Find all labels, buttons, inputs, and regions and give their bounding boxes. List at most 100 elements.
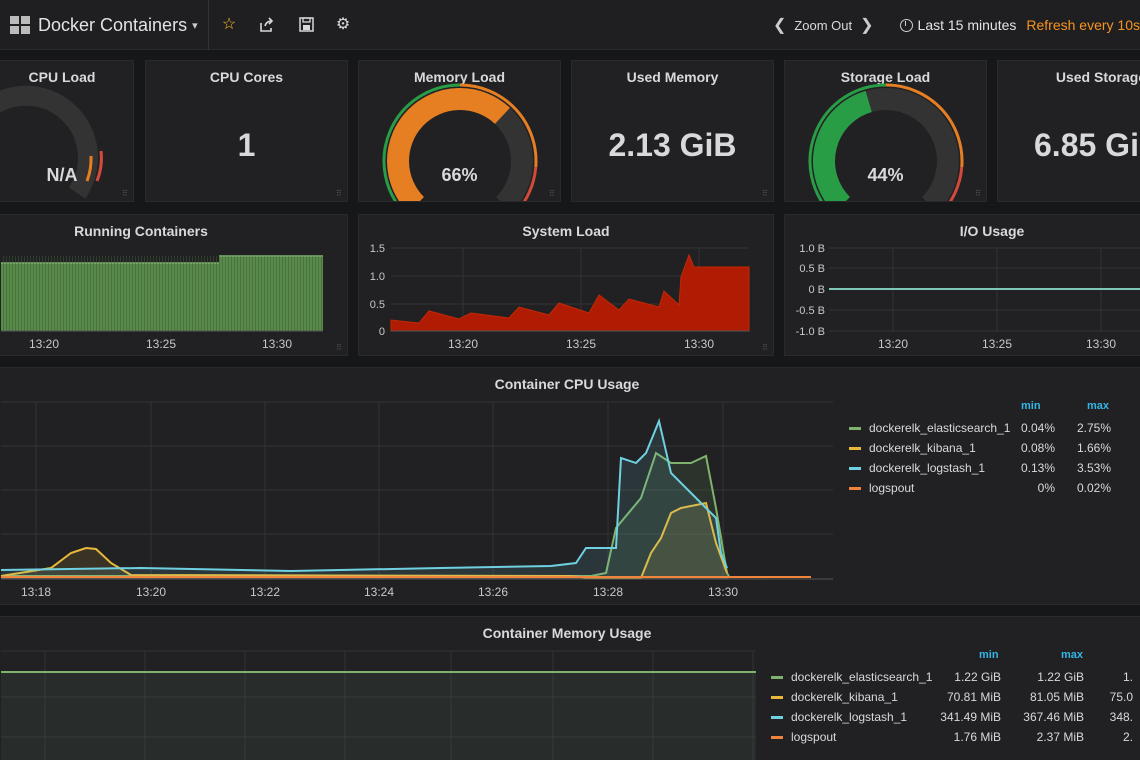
legend-series-name: dockerelk_elasticsearch_1 xyxy=(869,421,1011,435)
y-tick: 0.5 B xyxy=(799,263,825,275)
panel-title: Used Storage xyxy=(1055,69,1140,85)
dashboard-grid-icon xyxy=(10,16,30,34)
gauge-threshold-arc xyxy=(459,83,538,168)
panel-storage-load: Storage Load 44% ⠿ xyxy=(784,60,987,202)
legend-row[interactable]: dockerelk_kibana_1 0.08% 1.66% xyxy=(849,438,1140,458)
legend-max: 3.53% xyxy=(1076,461,1111,475)
resize-handle-icon[interactable]: ⠿ xyxy=(336,343,342,352)
y-tick: 0 xyxy=(379,326,385,338)
legend-min: 1.76 MiB xyxy=(953,730,1001,744)
legend-series-name: dockerelk_elasticsearch_1 xyxy=(791,670,933,684)
legend-max: 1.22 GiB xyxy=(1037,670,1084,684)
gauge-threshold-arc xyxy=(382,83,461,201)
x-tick: 13:20 xyxy=(136,585,166,599)
gauge-value-arc xyxy=(813,90,873,201)
used-storage-value: 6.85 GiB xyxy=(1034,127,1140,163)
legend-min: 0% xyxy=(1037,481,1055,495)
save-icon[interactable] xyxy=(295,14,317,36)
x-tick: 13:25 xyxy=(146,337,176,351)
legend-row[interactable]: logspout 0% 0.02% xyxy=(849,478,1140,498)
legend-row[interactable]: dockerelk_logstash_1 341.49 MiB 367.46 MiB… xyxy=(771,707,1140,727)
legend-min-header: min xyxy=(1021,400,1041,412)
refresh-interval[interactable]: Refresh every 10s xyxy=(1026,17,1140,33)
panel-container-memory-usage: Container Memory Usage min max dockerelk… xyxy=(0,616,1140,760)
resize-handle-icon[interactable]: ⠿ xyxy=(762,189,768,198)
panel-title: Container Memory Usage xyxy=(482,625,652,641)
time-range-picker[interactable]: Last 15 minutes xyxy=(899,17,1017,33)
x-tick: 13:18 xyxy=(21,585,51,599)
resize-handle-icon[interactable]: ⠿ xyxy=(336,189,342,198)
cpu-series-area xyxy=(1,503,729,579)
legend-max-header: max xyxy=(1061,649,1084,661)
resize-handle-icon[interactable]: ⠿ xyxy=(122,189,128,198)
panel-title: Running Containers xyxy=(74,223,208,239)
share-icon[interactable] xyxy=(256,14,278,36)
x-tick: 13:22 xyxy=(250,585,280,599)
cpu-series-line xyxy=(0,417,728,573)
legend-series-name: dockerelk_kibana_1 xyxy=(791,690,898,704)
legend-swatch xyxy=(849,446,861,450)
legend-row[interactable]: dockerelk_logstash_1 0.13% 3.53% xyxy=(849,458,1140,478)
zoom-out-button[interactable]: Zoom Out xyxy=(794,17,853,33)
legend-row[interactable]: logspout 1.76 MiB 2.37 MiB 2. xyxy=(771,727,1140,747)
zoom-controls: ❮ Zoom Out ❯ xyxy=(765,15,882,35)
x-tick: 13:20 xyxy=(878,337,908,351)
cpu-legend: min max dockerelk_elasticsearch_1 0.04% 2.… xyxy=(849,398,1140,518)
clock-icon xyxy=(899,18,913,32)
legend-avg: 348. xyxy=(1109,710,1133,724)
time-range-label: Last 15 minutes xyxy=(917,17,1017,33)
legend-max-header: max xyxy=(1087,400,1110,412)
panel-container-cpu-usage: Container CPU Usage 13:18 13:20 13:22 13:24… xyxy=(0,367,1140,605)
storage-load-value: 44% xyxy=(867,165,904,185)
x-tick: 13:24 xyxy=(364,585,394,599)
legend-row[interactable]: dockerelk_elasticsearch_1 0.04% 2.75% xyxy=(849,418,1140,438)
legend-swatch xyxy=(771,715,783,719)
legend-swatch xyxy=(849,426,861,430)
panel-title: Container CPU Usage xyxy=(494,376,640,392)
y-tick: 0.5 xyxy=(370,299,385,311)
dashboard-picker[interactable]: Docker Containers ▾ xyxy=(0,0,198,50)
legend-min: 1.22 GiB xyxy=(954,670,1001,684)
panel-cpu-load: CPU Load N/A ⠿ xyxy=(0,60,134,202)
y-tick: 1.0 xyxy=(370,271,385,283)
panel-title: I/O Usage xyxy=(959,223,1025,239)
x-tick: 13:25 xyxy=(566,337,596,351)
x-tick: 13:30 xyxy=(708,585,738,599)
legend-series-name: dockerelk_logstash_1 xyxy=(869,461,986,475)
legend-swatch xyxy=(849,466,861,470)
legend-min: 341.49 MiB xyxy=(940,710,1001,724)
x-tick: 13:25 xyxy=(982,337,1012,351)
chevron-left-icon[interactable]: ❮ xyxy=(772,17,787,34)
gear-icon[interactable]: ⚙ xyxy=(335,16,351,33)
legend-max: 0.02% xyxy=(1076,481,1111,495)
running-containers-graph: 13:20 13:25 13:30 xyxy=(1,255,323,351)
legend-avg: 2. xyxy=(1122,730,1133,744)
legend-avg: 1. xyxy=(1122,670,1133,684)
x-tick: 13:20 xyxy=(448,337,478,351)
time-controls: ❮ Zoom Out ❯ Last 15 minutes Refresh eve… xyxy=(765,0,1140,50)
panel-running-containers: Running Containers 13:20 13:25 13:30 ⠿ xyxy=(0,214,348,356)
legend-avg: 75.0 xyxy=(1109,690,1133,704)
legend-min: 0.04% xyxy=(1020,421,1055,435)
memory-legend: min max dockerelk_elasticsearch_1 1.22 Gi… xyxy=(771,647,1140,760)
panel-title: Used Memory xyxy=(626,69,719,85)
legend-max: 1.66% xyxy=(1076,441,1111,455)
panel-title: Storage Load xyxy=(840,69,931,85)
star-icon[interactable]: ☆ xyxy=(221,16,237,33)
legend-swatch xyxy=(849,486,861,490)
y-tick: -0.5 B xyxy=(796,305,825,317)
used-memory-value: 2.13 GiB xyxy=(608,127,737,163)
legend-series-name: dockerelk_logstash_1 xyxy=(791,710,908,724)
caret-down-icon: ▾ xyxy=(192,19,198,32)
legend-max: 81.05 MiB xyxy=(1029,690,1084,704)
chevron-right-icon[interactable]: ❯ xyxy=(860,17,874,34)
resize-handle-icon[interactable]: ⠿ xyxy=(975,189,981,198)
legend-min: 70.81 MiB xyxy=(946,690,1001,704)
legend-row[interactable]: dockerelk_elasticsearch_1 1.22 GiB 1.22 Gi… xyxy=(771,667,1140,687)
legend-row[interactable]: dockerelk_kibana_1 70.81 MiB 81.05 MiB 75.0 xyxy=(771,687,1140,707)
resize-handle-icon[interactable]: ⠿ xyxy=(549,189,555,198)
resize-handle-icon[interactable]: ⠿ xyxy=(762,343,768,352)
storage-gauge xyxy=(808,83,964,201)
top-nav: Docker Containers ▾ ☆ ⚙ ❮ Zoom Out ❯ Las… xyxy=(0,0,1140,50)
panel-cpu-cores: CPU Cores 1 ⠿ xyxy=(145,60,348,202)
